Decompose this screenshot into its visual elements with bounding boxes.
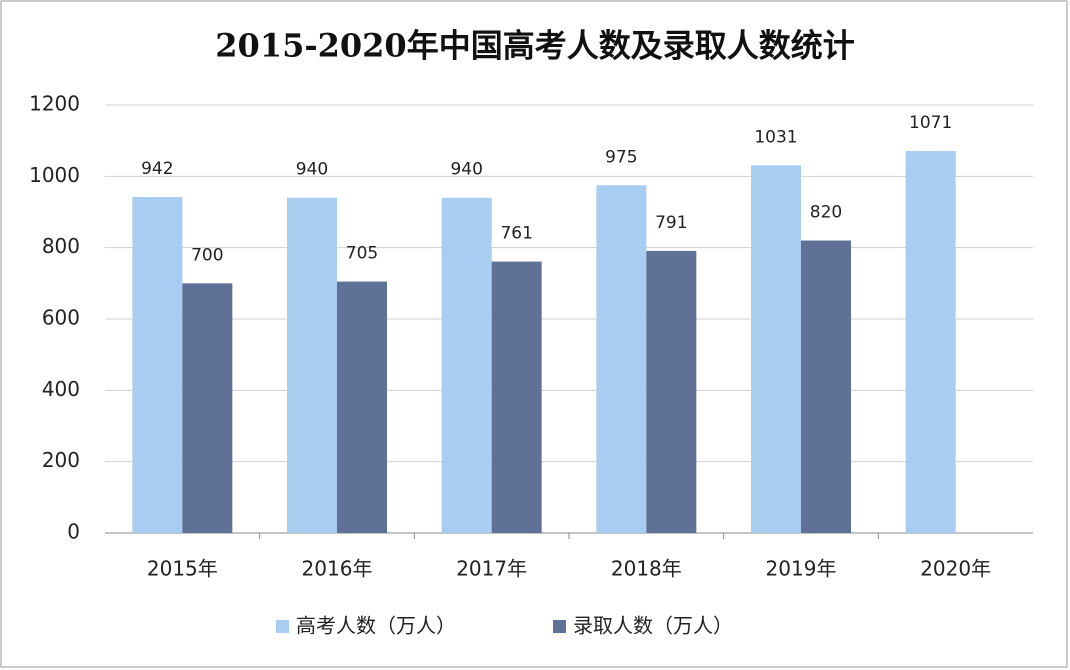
value-label: 940: [296, 160, 328, 180]
bar: [337, 281, 387, 533]
bar: [801, 240, 851, 534]
value-label: 975: [605, 147, 637, 167]
bar: [132, 197, 183, 533]
x-tick-label: 2017年: [456, 557, 527, 581]
x-tick-label: 2019年: [766, 557, 837, 581]
bar: [182, 283, 233, 533]
legend-swatch: [276, 620, 289, 633]
bar: [646, 250, 697, 534]
y-tick-label: 200: [42, 448, 80, 472]
value-label: 705: [346, 244, 378, 264]
value-label: 1031: [754, 127, 797, 147]
bar: [596, 185, 647, 533]
value-label: 940: [450, 160, 482, 180]
y-tick-label: 0: [67, 520, 80, 544]
value-label: 700: [191, 245, 223, 265]
bar: [905, 151, 956, 533]
value-label: 791: [655, 213, 687, 233]
chart-title: 2015-2020年中国高考人数及录取人数统计: [215, 27, 854, 65]
y-tick-label: 400: [42, 377, 80, 401]
bar: [491, 261, 542, 533]
y-tick-label: 800: [42, 234, 80, 258]
legend-label: 录取人数（万人）: [573, 614, 733, 638]
bar: [441, 197, 492, 533]
legend-label: 高考人数（万人）: [296, 614, 456, 638]
value-label: 761: [500, 224, 532, 244]
value-label: 1071: [909, 113, 952, 133]
y-tick-label: 600: [42, 306, 80, 330]
bar: [287, 197, 337, 533]
legend-swatch: [553, 620, 566, 633]
x-tick-label: 2020年: [920, 557, 991, 581]
x-tick-label: 2016年: [302, 557, 373, 581]
x-tick-label: 2018年: [611, 557, 682, 581]
x-tick-label: 2015年: [147, 557, 218, 581]
value-label: 942: [141, 159, 173, 179]
value-label: 820: [810, 203, 842, 223]
y-tick-label: 1200: [29, 92, 80, 116]
y-tick-label: 1000: [29, 163, 80, 187]
bar: [751, 165, 801, 533]
